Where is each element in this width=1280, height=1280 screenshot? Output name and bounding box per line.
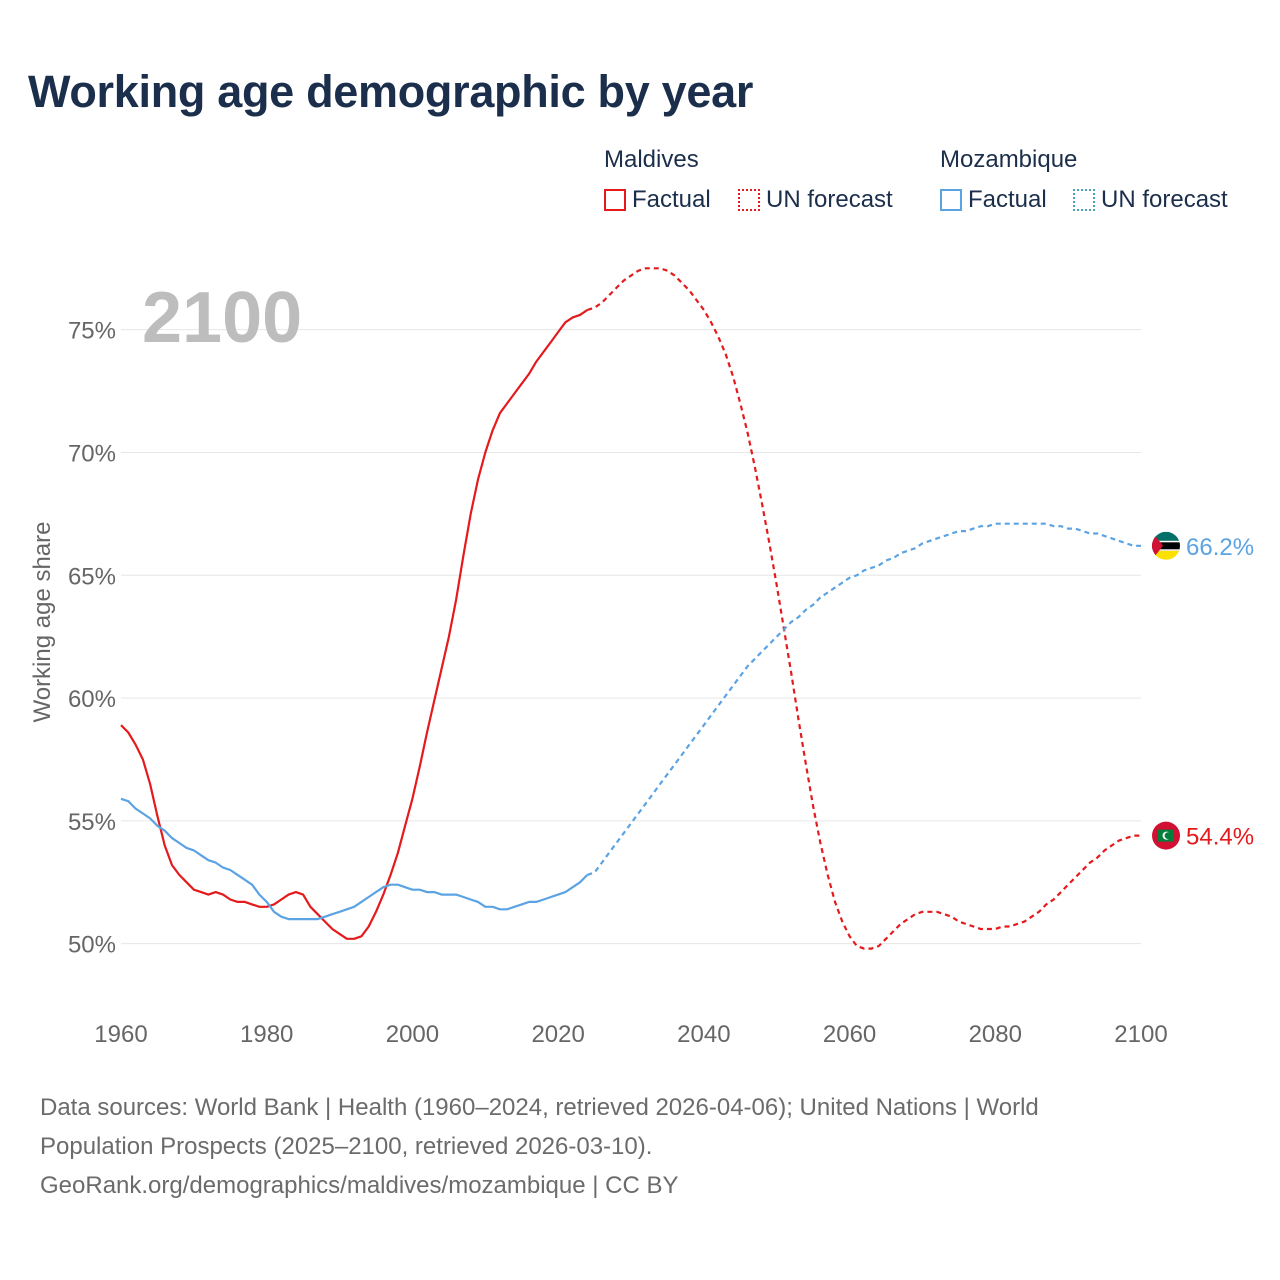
series-line-maldives-factual[interactable] (120, 309, 588, 940)
legend-group-mozambique: Mozambique (940, 146, 1078, 173)
footer-sources-line2: Population Prospects (2025–2100, retriev… (40, 1133, 653, 1160)
y-axis-ticks: 50% 55% 60% 65% 70% 75% (68, 318, 116, 959)
footer: Data sources: World Bank | Health (1960–… (40, 1088, 1240, 1205)
x-tick-label: 2060 (823, 1021, 876, 1048)
series-lines (120, 267, 1141, 950)
series-line-mozambique-factual[interactable] (120, 797, 589, 921)
series-line-mozambique-forecast[interactable] (586, 522, 1141, 876)
x-axis-ticks: 1960 1980 2000 2020 2040 2060 2080 2100 (94, 1021, 1167, 1048)
flag-crescent-cut (1164, 832, 1172, 840)
y-tick-label: 75% (68, 318, 116, 345)
x-tick-label: 1980 (240, 1021, 293, 1048)
flag-body (1152, 531, 1180, 560)
y-tick-label: 50% (68, 932, 116, 959)
x-tick-label: 2080 (969, 1021, 1022, 1048)
year-watermark: 2100 (142, 278, 302, 358)
y-tick-label: 65% (68, 563, 116, 590)
x-tick-label: 2100 (1114, 1021, 1167, 1048)
flag-fimbriation (1152, 549, 1180, 551)
legend-maldives-factual[interactable]: Factual (604, 186, 711, 214)
y-tick-label: 60% (68, 686, 116, 713)
footer-link[interactable]: GeoRank.org/demographics/maldives/mozamb… (40, 1172, 679, 1199)
legend-swatch-maldives-factual (604, 189, 626, 211)
flag-icon-maldives (1152, 821, 1180, 850)
x-tick-label: 2000 (386, 1021, 439, 1048)
flag-triangle (1152, 531, 1163, 560)
flag-icon-mozambique (1152, 531, 1180, 560)
y-axis-label: Working age share (29, 522, 56, 723)
legend-swatch-mozambique-forecast (1073, 189, 1095, 211)
chart-title: Working age demographic by year (28, 66, 754, 117)
footer-sources-line1: Data sources: World Bank | Health (1960–… (40, 1094, 1039, 1121)
x-tick-label: 1960 (94, 1021, 147, 1048)
legend-label: UN forecast (1101, 186, 1228, 213)
grid (121, 329, 1141, 945)
legend-mozambique-factual[interactable]: Factual (940, 186, 1047, 214)
y-tick-label: 55% (68, 809, 116, 836)
legend-swatch-maldives-forecast (738, 189, 760, 211)
end-markers: 54.4% 66.2% (1152, 531, 1254, 851)
legend-mozambique-forecast[interactable]: UN forecast (1073, 186, 1228, 214)
flag-fimbriation (1152, 540, 1180, 543)
x-tick-label: 2020 (531, 1021, 584, 1048)
legend-swatch-mozambique-factual (940, 189, 962, 211)
flag-stripe-yellow (1152, 550, 1180, 560)
flag-stripe-black (1152, 540, 1180, 551)
legend-label: Factual (968, 186, 1047, 213)
end-label-maldives: 54.4% (1186, 824, 1254, 851)
legend-maldives-forecast[interactable]: UN forecast (738, 186, 893, 214)
legend-label: UN forecast (766, 186, 893, 213)
series-line-maldives-forecast[interactable] (586, 267, 1141, 950)
legend-label: Factual (632, 186, 711, 213)
legend-group-maldives: Maldives (604, 146, 699, 173)
y-tick-label: 70% (68, 440, 116, 467)
end-label-mozambique: 66.2% (1186, 534, 1254, 561)
line-chart: 2100 50% 55% 60% 65% 70% 75% 1960 1980 2000 2020… (29, 267, 1254, 1048)
x-tick-label: 2040 (677, 1021, 730, 1048)
flag-stripe-green (1152, 531, 1180, 541)
